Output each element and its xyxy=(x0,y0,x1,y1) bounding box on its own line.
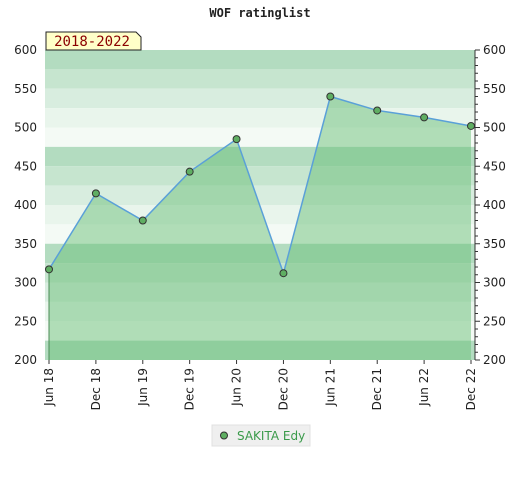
series-line xyxy=(48,95,472,276)
x-tick-label: Jun 20 xyxy=(230,368,244,407)
period-badge: 2018-2022 xyxy=(45,31,142,51)
y-tick-label-right: 250 xyxy=(483,314,506,328)
y-tick-label-left: 200 xyxy=(14,353,37,367)
legend-series-name: SAKITA Edy xyxy=(237,429,305,443)
y-tick-label-left: 600 xyxy=(14,43,37,57)
data-point xyxy=(420,113,429,122)
y-tick-label-left: 300 xyxy=(14,276,37,290)
x-tick-label: Dec 22 xyxy=(464,368,478,410)
x-tick-label: Jun 18 xyxy=(42,368,56,407)
data-point xyxy=(45,265,53,274)
y-axis-left: 200 250 300 350 400 450 500 550 600 xyxy=(14,43,37,367)
period-badge-box xyxy=(45,31,142,51)
legend[interactable]: SAKITA Edy xyxy=(211,424,311,447)
y-tick-label-left: 500 xyxy=(14,121,37,135)
series-area xyxy=(49,96,471,360)
data-point xyxy=(91,189,100,198)
x-tick-label: Dec 18 xyxy=(89,368,103,410)
y-tick-label-left: 400 xyxy=(14,198,37,212)
background-band xyxy=(45,50,475,70)
x-tick-label: Dec 21 xyxy=(370,368,384,410)
x-tick-label: Dec 19 xyxy=(183,368,197,410)
y-tick-label-left: 450 xyxy=(14,159,37,173)
legend-box xyxy=(211,424,311,447)
x-tick-label: Jun 22 xyxy=(417,368,431,407)
background-band xyxy=(45,88,475,109)
data-point xyxy=(138,216,147,225)
data-point xyxy=(232,135,241,144)
y-tick-label-right: 300 xyxy=(483,276,506,290)
data-point xyxy=(185,167,194,176)
background-band xyxy=(45,69,475,89)
x-axis: Jun 18 Dec 18 Jun 19 Dec 19 Jun 20 Dec 20 Jun … xyxy=(42,360,478,410)
y-tick-label-right: 450 xyxy=(483,159,506,173)
chart-title: WOF ratinglist xyxy=(209,6,310,20)
x-tick-label: Jun 21 xyxy=(323,368,337,407)
y-tick-label-right: 600 xyxy=(483,43,506,57)
period-badge-label: 2018-2022 xyxy=(54,34,130,50)
data-points xyxy=(45,92,475,278)
x-tick-label: Jun 19 xyxy=(136,368,150,407)
data-point xyxy=(373,106,382,115)
data-point xyxy=(467,121,475,130)
y-tick-label-right: 400 xyxy=(483,198,506,212)
y-axis-right: 200 250 300 350 400 450 500 550 600 xyxy=(474,43,506,367)
y-tick-label-left: 250 xyxy=(14,314,37,328)
y-tick-label-right: 350 xyxy=(483,237,506,251)
y-tick-label-right: 500 xyxy=(483,121,506,135)
data-point xyxy=(326,92,335,101)
y-tick-label-left: 550 xyxy=(14,82,37,96)
y-tick-label-left: 350 xyxy=(14,237,37,251)
y-tick-label-right: 550 xyxy=(483,82,506,96)
area-layer xyxy=(48,95,472,360)
y-tick-label-right: 200 xyxy=(483,353,506,367)
data-point xyxy=(279,269,288,278)
legend-marker xyxy=(220,431,228,440)
x-tick-label: Dec 20 xyxy=(276,368,290,410)
